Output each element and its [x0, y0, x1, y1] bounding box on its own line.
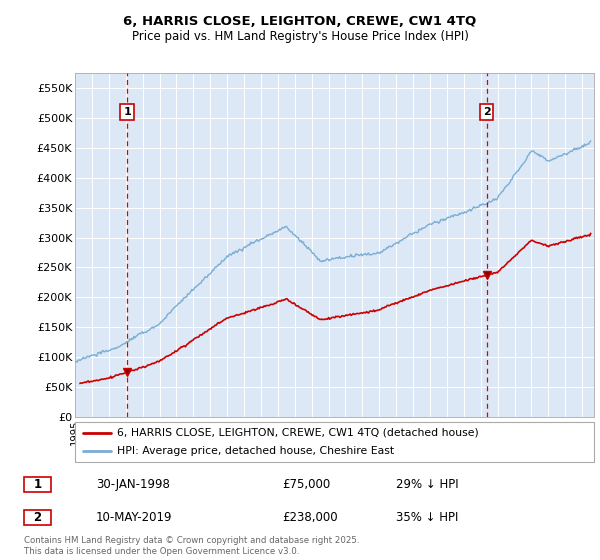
Text: £75,000: £75,000 [282, 478, 330, 491]
Text: 6, HARRIS CLOSE, LEIGHTON, CREWE, CW1 4TQ (detached house): 6, HARRIS CLOSE, LEIGHTON, CREWE, CW1 4T… [116, 428, 478, 437]
Text: 1: 1 [123, 107, 131, 116]
Text: 1: 1 [34, 478, 41, 491]
Text: 2: 2 [34, 511, 41, 524]
Text: HPI: Average price, detached house, Cheshire East: HPI: Average price, detached house, Ches… [116, 446, 394, 456]
Text: 35% ↓ HPI: 35% ↓ HPI [396, 511, 458, 524]
Text: £238,000: £238,000 [282, 511, 338, 524]
Text: Price paid vs. HM Land Registry's House Price Index (HPI): Price paid vs. HM Land Registry's House … [131, 30, 469, 43]
FancyBboxPatch shape [75, 422, 594, 462]
Text: 30-JAN-1998: 30-JAN-1998 [96, 478, 170, 491]
Text: Contains HM Land Registry data © Crown copyright and database right 2025.
This d: Contains HM Land Registry data © Crown c… [24, 536, 359, 556]
FancyBboxPatch shape [24, 510, 51, 525]
Text: 29% ↓ HPI: 29% ↓ HPI [396, 478, 458, 491]
Text: 6, HARRIS CLOSE, LEIGHTON, CREWE, CW1 4TQ: 6, HARRIS CLOSE, LEIGHTON, CREWE, CW1 4T… [124, 15, 476, 28]
FancyBboxPatch shape [24, 477, 51, 492]
Text: 10-MAY-2019: 10-MAY-2019 [96, 511, 173, 524]
Text: 2: 2 [483, 107, 491, 116]
